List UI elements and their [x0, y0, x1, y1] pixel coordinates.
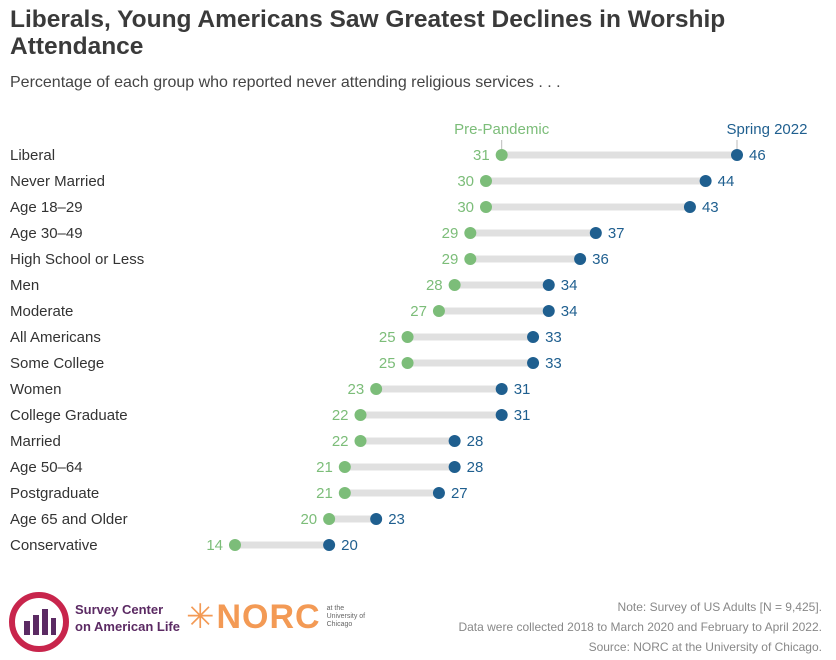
spring-2022-point: [432, 487, 445, 499]
pre-pandemic-value-label: 25: [379, 355, 396, 372]
category-label: Age 30–49: [10, 225, 83, 242]
category-label: College Graduate: [10, 407, 128, 424]
pre-pandemic-value-label: 25: [379, 329, 396, 346]
legend-spring-2022: Spring 2022: [727, 121, 808, 138]
spring-2022-point: [527, 331, 540, 343]
pre-pandemic-value-label: 31: [473, 147, 490, 164]
spring-2022-value-label: 23: [388, 511, 405, 528]
pre-pandemic-point: [354, 435, 367, 447]
survey-center-logo-icon: [9, 592, 69, 652]
note-sample: Note: Survey of US Adults [N = 9,425].: [617, 600, 822, 614]
pre-pandemic-value-label: 28: [426, 277, 443, 294]
pre-pandemic-point: [464, 227, 477, 239]
category-label: Conservative: [10, 537, 98, 554]
pre-pandemic-value-label: 21: [316, 459, 333, 476]
category-label: Some College: [10, 355, 104, 372]
chart-title: Liberals, Young Americans Saw Greatest D…: [10, 6, 726, 60]
pre-pandemic-point: [401, 331, 414, 343]
pre-pandemic-point: [495, 149, 508, 161]
category-label: Age 65 and Older: [10, 511, 128, 528]
category-label: Married: [10, 433, 61, 450]
spring-2022-point: [448, 461, 461, 473]
pre-pandemic-point: [323, 513, 336, 525]
pre-pandemic-point: [338, 487, 351, 499]
spring-2022-point: [448, 435, 461, 447]
category-label: Never Married: [10, 173, 105, 190]
spring-2022-point: [495, 409, 508, 421]
pre-pandemic-value-label: 22: [332, 407, 349, 424]
pre-pandemic-point: [370, 383, 383, 395]
dumbbell-chart: Pre-Pandemic Spring 2022 Liberal 31 46 Never …: [10, 121, 808, 554]
pre-pandemic-point: [448, 279, 461, 291]
pre-pandemic-point: [354, 409, 367, 421]
spring-2022-value-label: 37: [608, 225, 625, 242]
norc-wordmark: NORC: [216, 598, 321, 636]
pre-pandemic-value-label: 29: [442, 251, 459, 268]
spring-2022-value-label: 31: [514, 381, 531, 398]
pre-pandemic-value-label: 23: [348, 381, 365, 398]
survey-center-logo-text: Survey Center on American Life: [75, 602, 180, 634]
pre-pandemic-value-label: 29: [442, 225, 459, 242]
spring-2022-point: [527, 357, 540, 369]
spring-2022-point: [589, 227, 602, 239]
pre-pandemic-value-label: 22: [332, 433, 349, 450]
spring-2022-value-label: 43: [702, 199, 719, 216]
category-label: Men: [10, 277, 39, 294]
category-label: Postgraduate: [10, 485, 99, 502]
norc-star-icon: ✳: [186, 598, 215, 636]
spring-2022-point: [683, 201, 696, 213]
spring-2022-point: [574, 253, 587, 265]
spring-2022-value-label: 44: [718, 173, 735, 190]
spring-2022-value-label: 27: [451, 485, 468, 502]
spring-2022-value-label: 28: [467, 433, 484, 450]
chart-subtitle: Percentage of each group who reported ne…: [10, 74, 561, 91]
category-label: Age 18–29: [10, 199, 83, 216]
spring-2022-point: [699, 175, 712, 187]
pre-pandemic-point: [480, 201, 492, 213]
pre-pandemic-value-label: 14: [206, 537, 223, 554]
spring-2022-point: [731, 149, 743, 161]
category-label: Liberal: [10, 147, 55, 164]
pre-pandemic-point: [229, 539, 241, 551]
note-dates: Data were collected 2018 to March 2020 a…: [458, 620, 822, 634]
category-label: Age 50–64: [10, 459, 83, 476]
legend-pre-pandemic: Pre-Pandemic: [454, 121, 550, 138]
spring-2022-value-label: 34: [561, 277, 578, 294]
pre-pandemic-value-label: 30: [457, 199, 474, 216]
spring-2022-point: [323, 539, 336, 551]
norc-logo: ✳ NORC at the University of Chicago: [186, 600, 365, 634]
pre-pandemic-point: [480, 175, 492, 187]
spring-2022-value-label: 33: [545, 355, 562, 372]
spring-2022-point: [542, 305, 555, 317]
spring-2022-value-label: 34: [561, 303, 578, 320]
spring-2022-value-label: 36: [592, 251, 609, 268]
pre-pandemic-point: [338, 461, 351, 473]
pre-pandemic-point: [464, 253, 477, 265]
category-label: All Americans: [10, 329, 101, 346]
category-label: Women: [10, 381, 61, 398]
pre-pandemic-value-label: 21: [316, 485, 333, 502]
pre-pandemic-value-label: 27: [410, 303, 427, 320]
spring-2022-value-label: 28: [467, 459, 484, 476]
footer-note: Note: Survey of US Adults [N = 9,425]. D…: [458, 597, 822, 657]
spring-2022-point: [370, 513, 383, 525]
category-label: Moderate: [10, 303, 73, 320]
pre-pandemic-point: [432, 305, 445, 317]
pre-pandemic-value-label: 30: [457, 173, 474, 190]
category-label: High School or Less: [10, 251, 144, 268]
norc-subtext: at the University of Chicago: [326, 605, 366, 628]
pre-pandemic-value-label: 20: [300, 511, 317, 528]
pre-pandemic-point: [401, 357, 414, 369]
spring-2022-value-label: 33: [545, 329, 562, 346]
spring-2022-value-label: 46: [749, 147, 766, 164]
spring-2022-value-label: 20: [341, 537, 358, 554]
spring-2022-point: [495, 383, 508, 395]
spring-2022-point: [542, 279, 555, 291]
note-source: Source: NORC at the University of Chicag…: [588, 640, 822, 654]
spring-2022-value-label: 31: [514, 407, 531, 424]
